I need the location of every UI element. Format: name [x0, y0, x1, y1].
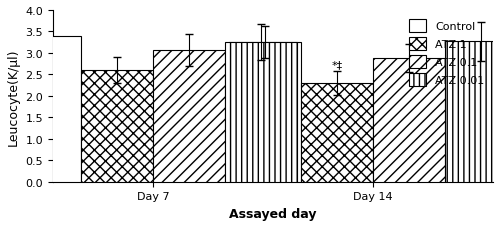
Bar — [229, 43, 301, 182]
Bar — [373, 59, 445, 182]
Bar — [81, 71, 153, 182]
Bar — [153, 51, 225, 182]
Text: *‡: *‡ — [332, 59, 342, 69]
Bar — [225, 43, 297, 182]
Bar — [301, 84, 373, 182]
Bar — [445, 42, 500, 182]
Y-axis label: Leucocyte(K/μl): Leucocyte(K/μl) — [7, 48, 20, 145]
Legend: Control, ATZ 1, ATZ 0.1, ATZ 0.01: Control, ATZ 1, ATZ 0.1, ATZ 0.01 — [406, 16, 487, 90]
Bar — [9, 37, 81, 182]
X-axis label: Assayed day: Assayed day — [230, 207, 317, 220]
